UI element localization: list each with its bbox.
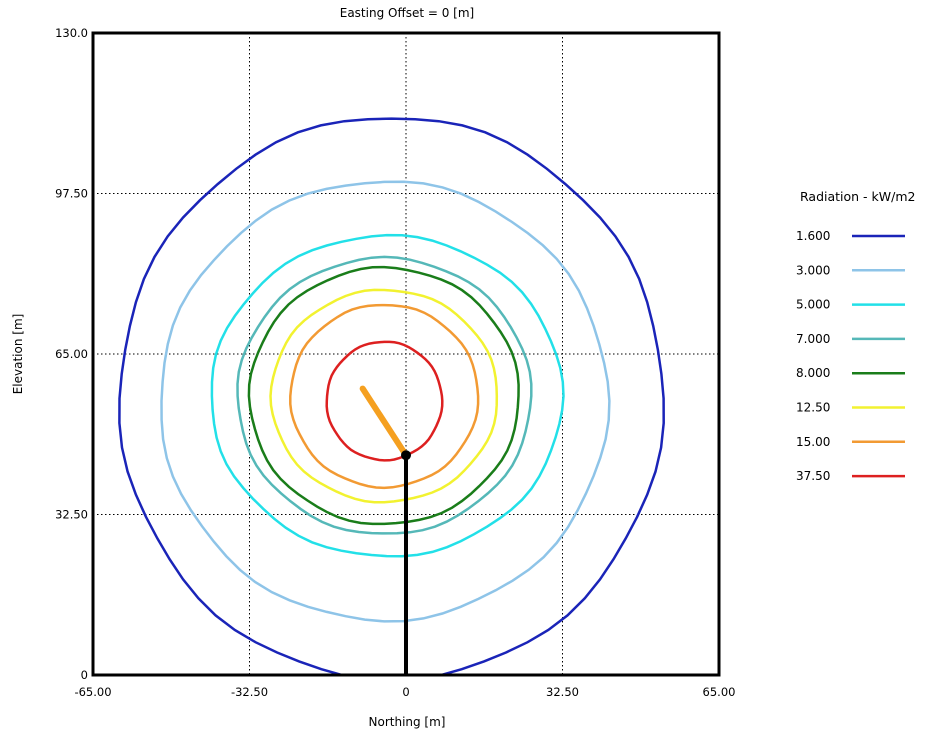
legend: Radiation - kW/m2 1.600 3.000 5.000 7.000 8.… [796, 189, 915, 483]
contour-lines [118, 117, 665, 675]
flame-line [359, 385, 409, 459]
contour-12.50 [269, 288, 499, 504]
stack-and-flame [359, 385, 411, 675]
legend-label: 12.50 [796, 401, 830, 415]
x-tick-label: 65.00 [703, 685, 736, 699]
y-tick-label: 32.50 [55, 508, 88, 522]
x-tick-label: -32.50 [231, 685, 268, 699]
x-axis-label: Northing [m] [369, 715, 446, 729]
y-tick-label: 0 [81, 668, 88, 682]
plot-frame [91, 31, 721, 677]
stack-tip-marker [401, 450, 411, 461]
contour-3.000 [160, 180, 611, 623]
legend-label: 1.600 [796, 229, 830, 243]
x-tick-label: -65.00 [74, 685, 111, 699]
legend-label: 8.000 [796, 366, 830, 380]
legend-label: 3.000 [796, 263, 830, 277]
x-axis-ticks: -65.00 -32.50 0 32.50 65.00 [74, 685, 735, 699]
x-tick-label: 32.50 [546, 685, 579, 699]
contour-7.000 [236, 255, 533, 535]
contour-1.600 [118, 117, 665, 675]
contour-8.000 [247, 265, 520, 526]
contour-5.000 [210, 233, 565, 558]
y-tick-label: 130.0 [55, 26, 88, 40]
legend-label: 7.000 [796, 332, 830, 346]
y-tick-label: 97.50 [55, 187, 88, 201]
x-tick-label: 0 [402, 685, 409, 699]
contour-37.50 [325, 340, 444, 462]
y-axis-ticks: 0 32.50 65.00 97.50 130.0 [55, 26, 88, 682]
contour-15.00 [289, 303, 480, 490]
chart-title: Easting Offset = 0 [m] [340, 6, 475, 20]
y-axis-label: Elevation [m] [11, 314, 25, 395]
legend-label: 15.00 [796, 435, 830, 449]
y-tick-label: 65.00 [55, 347, 88, 361]
legend-label: 37.50 [796, 469, 830, 483]
legend-label: 5.000 [796, 298, 830, 312]
legend-title: Radiation - kW/m2 [800, 189, 915, 204]
